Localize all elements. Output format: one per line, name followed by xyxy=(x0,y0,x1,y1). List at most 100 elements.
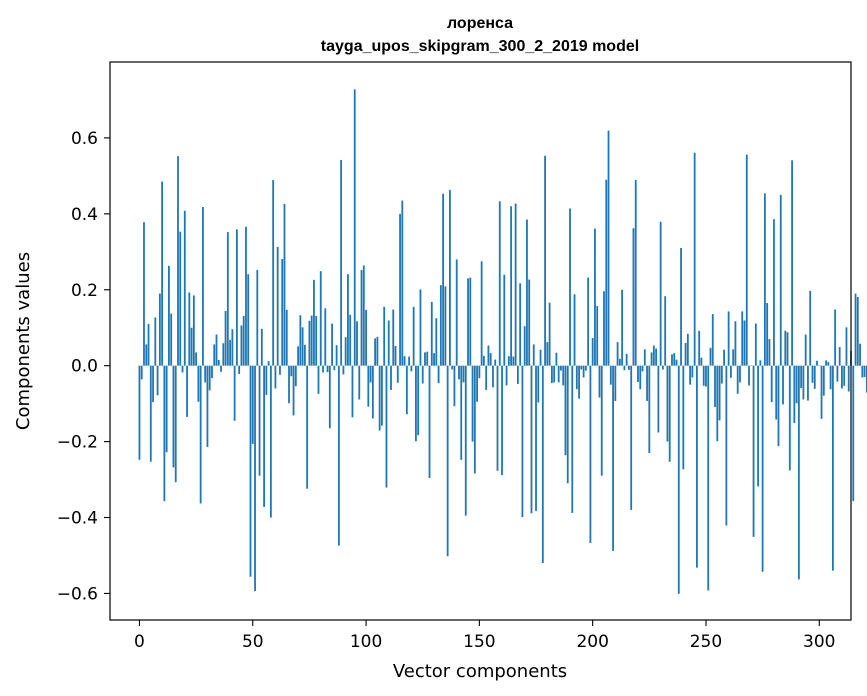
bar xyxy=(478,365,481,379)
bar xyxy=(240,325,243,366)
bar xyxy=(700,357,703,366)
bar xyxy=(673,353,676,366)
bar xyxy=(453,365,456,407)
bar xyxy=(285,309,288,366)
bar xyxy=(834,309,837,366)
bar xyxy=(838,347,841,366)
bar xyxy=(714,365,716,408)
bar xyxy=(464,365,467,516)
bar xyxy=(632,228,635,366)
bar xyxy=(745,154,748,366)
bar xyxy=(489,353,492,366)
bar xyxy=(195,352,198,366)
bar xyxy=(369,365,372,383)
bar xyxy=(458,365,460,380)
bar xyxy=(213,344,216,366)
bar xyxy=(233,365,236,421)
bar xyxy=(281,259,284,366)
bar xyxy=(569,208,571,366)
bar xyxy=(761,365,764,572)
y-tick-label: −0.2 xyxy=(57,433,98,453)
bar xyxy=(487,345,490,366)
bar xyxy=(523,326,526,366)
bar xyxy=(274,365,277,389)
bar xyxy=(612,365,614,551)
bar xyxy=(718,365,721,421)
bar xyxy=(405,365,408,415)
bar xyxy=(333,365,336,371)
bar xyxy=(707,365,710,591)
bar xyxy=(564,365,567,456)
bar xyxy=(618,358,621,366)
bar xyxy=(222,343,225,366)
bar xyxy=(816,360,818,366)
bar xyxy=(763,193,766,366)
bar xyxy=(748,365,750,386)
bar xyxy=(573,294,576,366)
bar xyxy=(548,302,551,366)
bar xyxy=(648,365,651,453)
bar xyxy=(829,365,832,390)
bar xyxy=(625,353,628,366)
bar xyxy=(605,179,608,366)
bar xyxy=(437,365,440,384)
bar xyxy=(455,259,458,366)
bar xyxy=(181,365,184,373)
bar xyxy=(410,365,413,372)
bar xyxy=(365,309,367,366)
bar xyxy=(759,360,762,366)
bar xyxy=(541,365,544,564)
bar xyxy=(206,365,209,447)
bar xyxy=(709,347,712,366)
bar xyxy=(471,365,474,442)
bar xyxy=(265,365,268,395)
bar xyxy=(408,356,411,366)
bar xyxy=(367,365,370,407)
bar xyxy=(215,334,218,366)
y-tick-label: 0.6 xyxy=(71,129,98,149)
y-axis-ticks: −0.6 −0.4 −0.2 0.0 0.2 0.4 0.6 xyxy=(57,129,110,604)
bar xyxy=(421,365,424,384)
bar xyxy=(580,365,583,370)
bar xyxy=(639,365,642,390)
bar xyxy=(550,365,553,384)
bar xyxy=(276,246,279,366)
bar xyxy=(553,365,556,383)
bar xyxy=(154,317,157,366)
bar xyxy=(371,365,374,419)
bar xyxy=(347,274,349,366)
bar xyxy=(861,365,864,378)
bar xyxy=(258,365,261,476)
bar xyxy=(385,365,388,488)
bar xyxy=(657,365,660,433)
bar xyxy=(807,365,809,401)
bar xyxy=(480,261,483,366)
bar xyxy=(766,303,769,366)
bar xyxy=(822,365,825,396)
bar xyxy=(732,349,735,366)
bar xyxy=(313,279,315,366)
bar xyxy=(172,365,175,468)
bar xyxy=(628,365,630,370)
bar xyxy=(306,365,309,489)
bar xyxy=(575,365,578,390)
bar xyxy=(424,352,426,366)
bar xyxy=(288,365,290,404)
x-tick-label: 50 xyxy=(242,632,264,652)
bar xyxy=(637,365,639,382)
bar xyxy=(603,291,605,366)
bar xyxy=(544,155,546,366)
bar xyxy=(560,365,562,371)
bar xyxy=(353,89,356,366)
bar xyxy=(691,365,694,378)
bar xyxy=(324,308,327,366)
bar xyxy=(793,365,796,423)
bar xyxy=(231,329,234,366)
bar xyxy=(634,180,637,366)
bar xyxy=(249,365,252,577)
chart-title-line2: tayga_upos_skipgram_300_2_2019 model xyxy=(321,38,639,55)
bar xyxy=(242,315,245,366)
bar xyxy=(446,365,449,557)
bar xyxy=(263,365,265,507)
